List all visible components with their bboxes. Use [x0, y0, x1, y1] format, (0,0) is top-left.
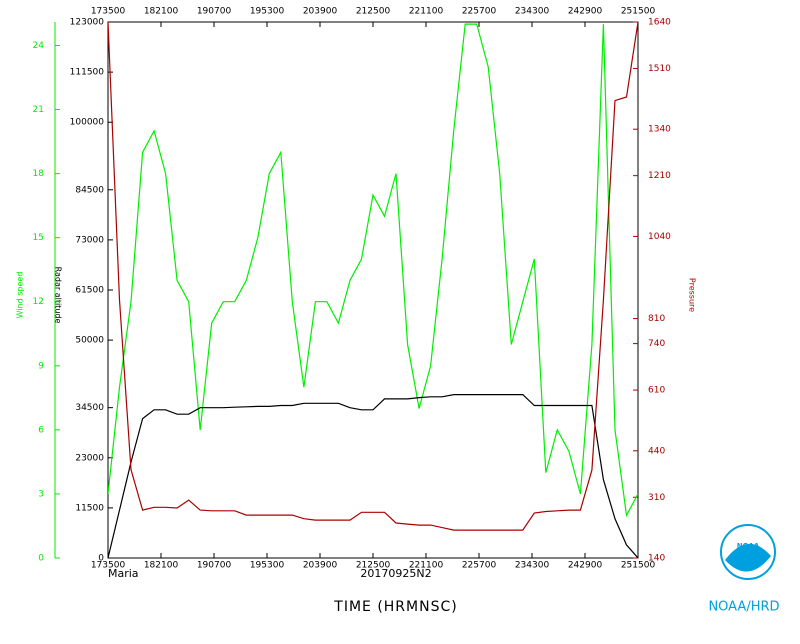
y3-tick-label: 740 [648, 339, 665, 349]
y2-tick-label: 84500 [75, 185, 104, 195]
y2-tick-label: 61500 [75, 286, 104, 296]
y3-tick-label: 610 [648, 386, 665, 396]
x-tick-label-top: 195300 [250, 7, 285, 17]
y2-tick-label: 111500 [70, 68, 105, 78]
x-tick-label-top: 251500 [621, 7, 656, 17]
x-tick-label: 173500 [91, 561, 126, 571]
x-tick-label: 242900 [568, 561, 603, 571]
x-axis-title: TIME (HRMNSC) [333, 599, 457, 615]
y-tick-label: 0 [38, 554, 44, 564]
x-tick-label-top: 173500 [91, 7, 126, 17]
y2-tick-label: 0 [98, 554, 104, 564]
y2-tick-label: 73000 [75, 235, 104, 245]
y2-tick-label: 50000 [75, 336, 104, 346]
credit: NOAA/HRD [708, 600, 779, 615]
y-tick-label: 3 [38, 489, 44, 499]
series-line [108, 394, 638, 558]
x-tick-label-top: 234300 [515, 7, 550, 17]
y-tick-label: 9 [38, 361, 44, 371]
y2-tick-label: 34500 [75, 403, 104, 413]
series-line [108, 23, 638, 518]
y3-tick-label: 440 [648, 446, 665, 456]
y-tick-label: 12 [33, 297, 44, 307]
x-tick-label: 225700 [462, 561, 497, 571]
y3-tick-label: 1340 [648, 125, 671, 135]
y2-tick-label: 123000 [70, 18, 105, 28]
storm-name: Maria [108, 567, 139, 580]
x-tick-label: 221100 [409, 561, 444, 571]
y3-tick-label: 1510 [648, 64, 671, 74]
x-tick-label: 212500 [356, 561, 391, 571]
series-line [108, 21, 638, 531]
x-tick-label: 182100 [144, 561, 179, 571]
x-tick-label-top: 212500 [356, 7, 391, 17]
y3-tick-label: 310 [648, 493, 665, 503]
x-tick-label: 195300 [250, 561, 285, 571]
y-tick-label: 18 [33, 169, 45, 179]
y2-tick-label: 11500 [75, 503, 104, 513]
x-tick-label-top: 182100 [144, 7, 179, 17]
y3-tick-label: 1040 [648, 232, 671, 242]
y-tick-label: 21 [33, 105, 44, 115]
x-tick-label-top: 221100 [409, 7, 444, 17]
x-tick-label: 251500 [621, 561, 656, 571]
x-tick-label: 234300 [515, 561, 550, 571]
y2-tick-label: 23000 [75, 453, 104, 463]
y3-tick-label: 140 [648, 554, 665, 564]
x-tick-label-top: 203900 [303, 7, 338, 17]
x-tick-label-top: 190700 [197, 7, 232, 17]
y3-tick-label: 1640 [648, 18, 671, 28]
y3-tick-label: 810 [648, 314, 665, 324]
y-tick-label: 24 [33, 41, 45, 51]
logo-text: NOAA [737, 542, 760, 550]
y3-tick-label: 1210 [648, 171, 671, 181]
y2-axis-title: Radar altitude [54, 267, 63, 324]
y-axis-title: Wind speed [16, 272, 25, 319]
y2-tick-label: 100000 [70, 118, 105, 128]
y3-axis-title: Pressure [688, 278, 697, 312]
x-tick-label-top: 225700 [462, 7, 497, 17]
x-tick-label: 190700 [197, 561, 232, 571]
noaa-logo: NOAA [720, 524, 776, 580]
flight-id: 20170925N2 [360, 567, 431, 580]
y-tick-label: 15 [33, 233, 44, 243]
x-tick-label: 203900 [303, 561, 338, 571]
y-tick-label: 6 [38, 425, 44, 435]
x-tick-label-top: 242900 [568, 7, 603, 17]
